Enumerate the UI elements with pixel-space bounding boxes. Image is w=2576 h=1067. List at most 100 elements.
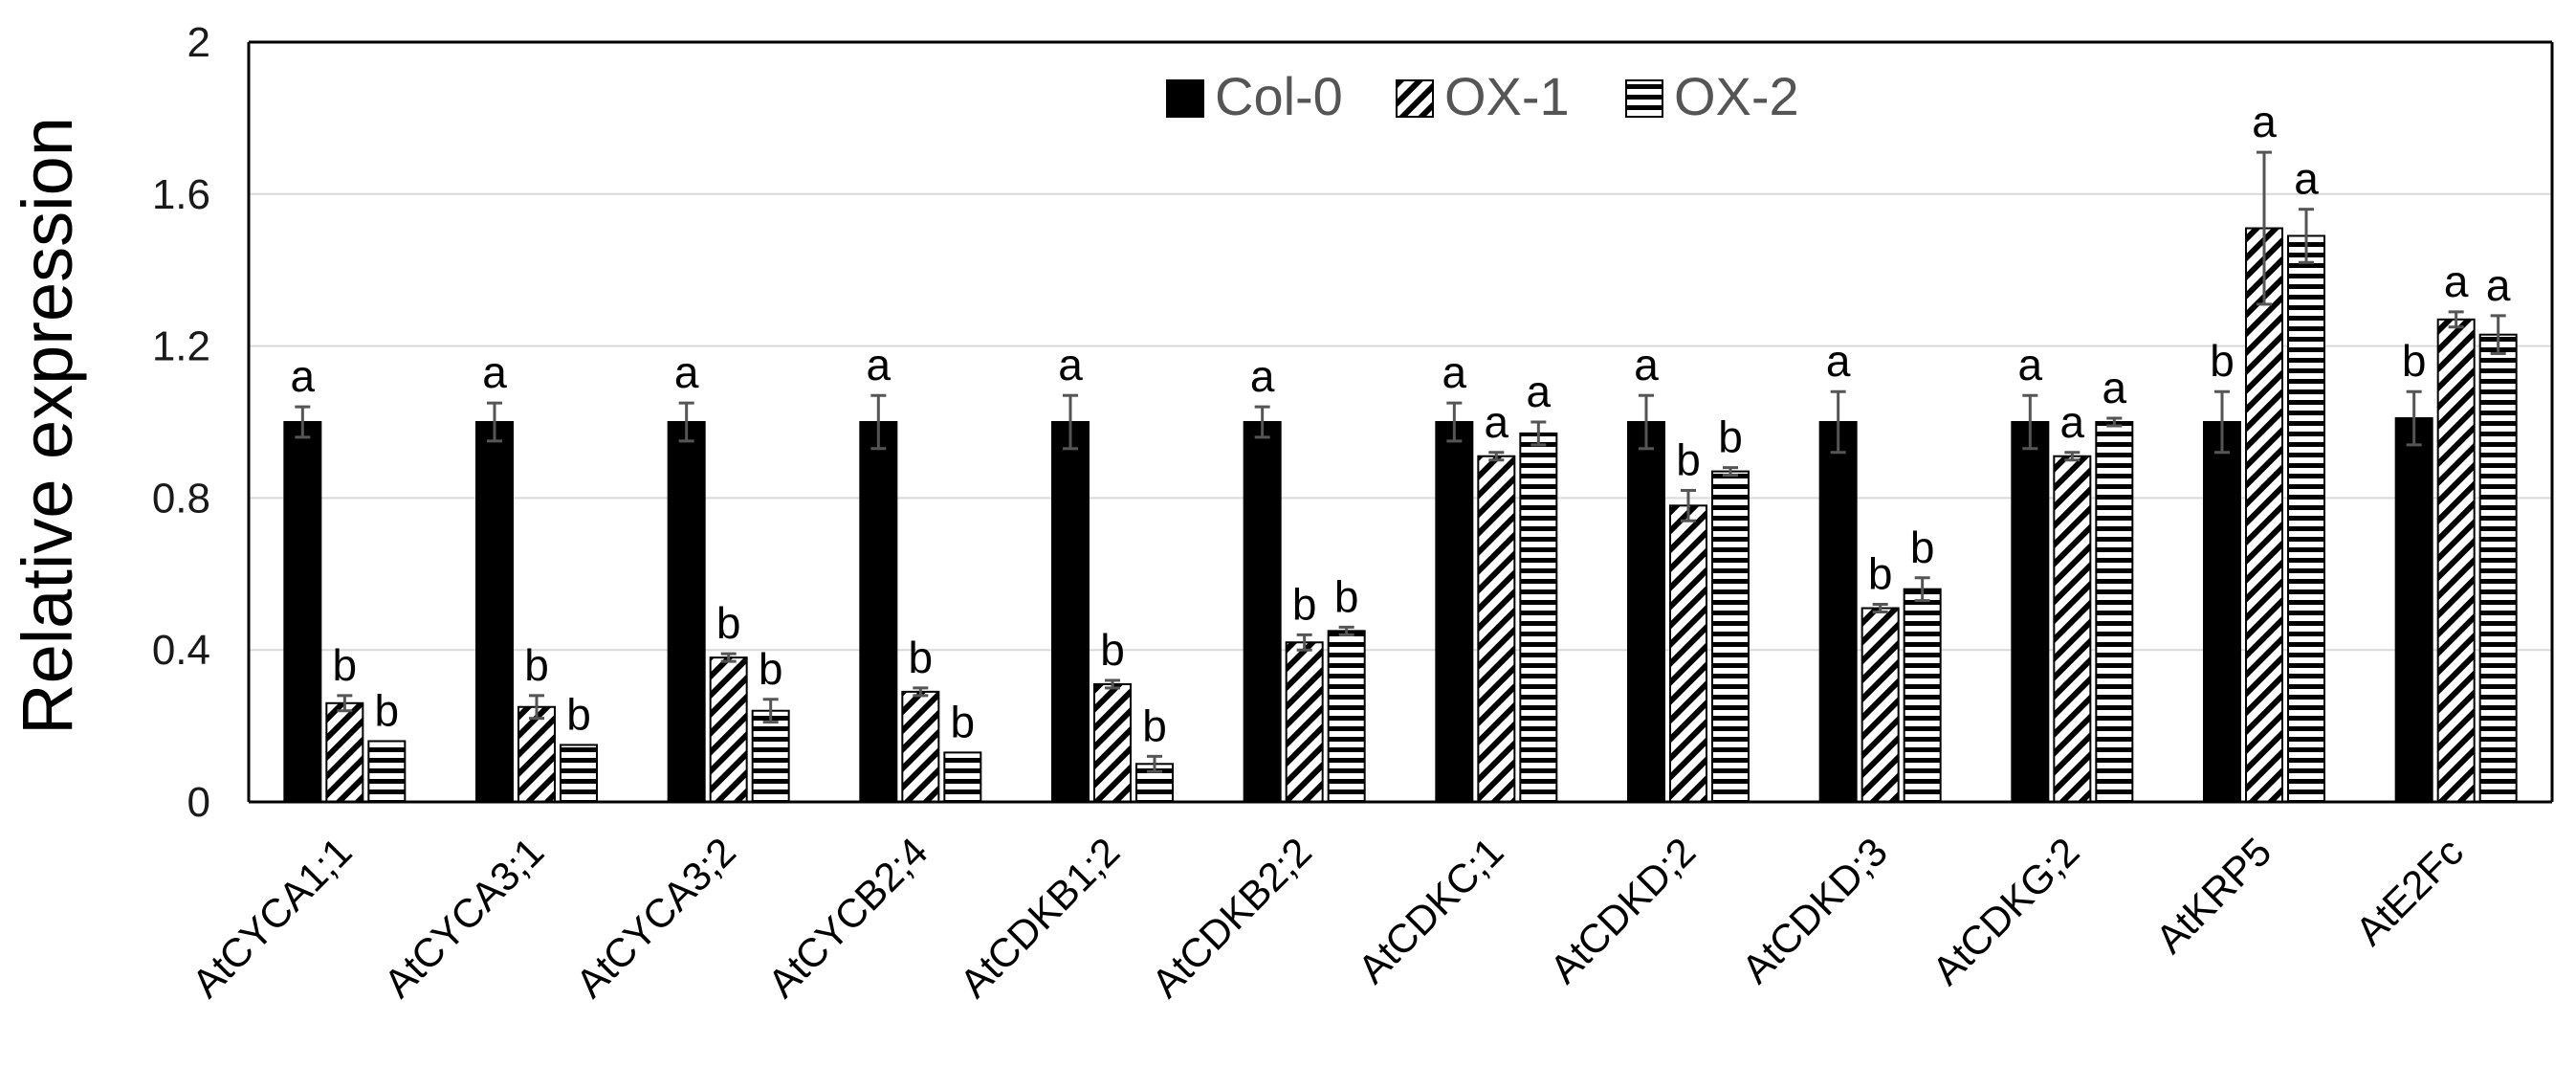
y-tick-label-5: 2: [187, 19, 210, 66]
y-tick-label-0: 0: [187, 779, 210, 826]
significance-label-OX-1-AtKRP5: a: [2252, 97, 2277, 146]
significance-label-Col-0-AtCDKD;3: a: [1826, 336, 1851, 386]
significance-label-Col-0-AtKRP5: b: [2210, 336, 2235, 386]
significance-label-Col-0-AtCYCA3;1: a: [482, 347, 507, 397]
legend-swatch-Col-0: [1166, 79, 1204, 118]
significance-label-Col-0-AtCDKG;2: a: [2018, 340, 2043, 389]
significance-label-Col-0-AtCYCB2;4: a: [867, 340, 892, 389]
significance-label-Col-0-AtCYCA1;1: a: [291, 351, 316, 401]
bar-OX-1-AtKRP5: [2245, 227, 2283, 803]
significance-label-OX-2-AtCDKC;1: a: [1527, 367, 1552, 416]
significance-label-OX-1-AtCDKG;2: a: [2060, 397, 2085, 447]
significance-label-OX-1-AtCYCA3;2: b: [716, 598, 741, 648]
y-tick-label-4: 1.6: [152, 171, 210, 218]
significance-label-OX-2-AtCYCB2;4: b: [951, 697, 976, 746]
bar-OX-2-AtCYCB2;4: [943, 751, 982, 804]
significance-label-Col-0-AtCDKD;2: a: [1634, 340, 1659, 389]
x-tick-label-6: AtCDKC;1: [1349, 829, 1511, 991]
bar-OX-2-AtCYCA3;2: [751, 709, 790, 803]
significance-label-Col-0-AtCDKB1;2: a: [1058, 340, 1083, 389]
bar-OX-1-AtCDKB1;2: [1093, 682, 1132, 803]
bar-OX-2-AtE2Fc: [2478, 333, 2518, 803]
x-tick-label-0: AtCYCA1;1: [184, 829, 361, 1006]
significance-label-OX-1-AtCYCA3;1: b: [524, 640, 549, 690]
x-tick-label-8: AtCDKD;3: [1733, 829, 1896, 991]
bar-Col-0-AtKRP5: [2203, 421, 2241, 803]
y-tick-label-3: 1.2: [152, 323, 210, 370]
bar-OX-2-AtCDKG;2: [2095, 421, 2134, 803]
bar-OX-2-AtCDKC;1: [1519, 432, 1558, 803]
bar-OX-1-AtCDKG;2: [2053, 455, 2092, 803]
significance-label-OX-2-AtCYCA1;1: b: [375, 685, 400, 735]
legend-swatch-OX-2: [1625, 79, 1663, 118]
significance-label-OX-1-AtE2Fc: a: [2444, 256, 2469, 306]
significance-label-OX-2-AtKRP5: a: [2294, 154, 2319, 204]
legend-swatch-OX-1: [1396, 79, 1434, 118]
bar-Col-0-AtCDKB1;2: [1051, 421, 1090, 803]
bar-OX-2-AtCYCA1;1: [367, 740, 407, 803]
y-tick-label-1: 0.4: [152, 627, 210, 674]
significance-label-OX-2-AtCDKD;3: b: [1910, 522, 1935, 572]
significance-label-OX-1-AtCDKB1;2: b: [1100, 625, 1125, 675]
x-tick-label-2: AtCYCA3;2: [567, 829, 744, 1006]
significance-label-OX-2-AtCYCA3;1: b: [566, 689, 591, 739]
significance-label-OX-1-AtCYCB2;4: b: [909, 633, 934, 682]
bar-Col-0-AtCYCB2;4: [859, 421, 898, 803]
significance-label-OX-1-AtCDKD;3: b: [1868, 549, 1893, 599]
significance-label-OX-2-AtCDKD;2: b: [1718, 412, 1743, 462]
bar-OX-1-AtCYCB2;4: [901, 690, 940, 803]
significance-label-OX-2-AtE2Fc: a: [2486, 260, 2511, 310]
x-tick-label-10: AtKRP5: [2147, 829, 2279, 962]
legend-label-OX-2: OX-2: [1674, 66, 1799, 126]
bar-Col-0-AtCDKD;3: [1818, 421, 1858, 803]
bar-Col-0-AtCDKC;1: [1435, 421, 1474, 803]
bar-OX-2-AtKRP5: [2287, 234, 2325, 804]
significance-label-Col-0-AtE2Fc: b: [2402, 336, 2427, 386]
bar-Col-0-AtCDKB2;2: [1243, 421, 1282, 803]
legend-label-OX-1: OX-1: [1444, 66, 1570, 126]
significance-label-OX-1-AtCYCA1;1: b: [333, 640, 358, 690]
x-tick-label-3: AtCYCB2;4: [760, 829, 936, 1006]
bar-Col-0-AtCDKG;2: [2011, 421, 2050, 803]
significance-label-OX-1-AtCDKB2;2: b: [1292, 579, 1317, 629]
bar-Col-0-AtCYCA3;2: [667, 421, 706, 803]
axes: [247, 40, 2554, 804]
bar-OX-2-AtCDKD;2: [1711, 470, 1750, 803]
significance-label-Col-0-AtCDKB2;2: a: [1250, 351, 1275, 401]
significance-label-OX-1-AtCDKC;1: a: [1485, 397, 1509, 447]
bar-Col-0-AtCDKD;2: [1627, 421, 1665, 803]
x-tick-label-1: AtCYCA3;1: [375, 829, 552, 1006]
bar-OX-1-AtCDKB2;2: [1285, 641, 1324, 804]
y-tick-label-2: 0.8: [152, 475, 210, 522]
bar-OX-1-AtCYCA1;1: [325, 701, 364, 804]
x-tick-label-7: AtCDKD;2: [1541, 829, 1704, 991]
x-tick-label-5: AtCDKB2;2: [1143, 829, 1320, 1006]
significance-label-Col-0-AtCYCA3;2: a: [674, 347, 699, 397]
bar-Col-0-AtCYCA1;1: [283, 421, 322, 803]
significance-label-Col-0-AtCDKC;1: a: [1442, 347, 1467, 397]
bar-Col-0-AtCYCA3;1: [475, 421, 514, 803]
significance-label-OX-2-AtCDKB1;2: b: [1142, 700, 1167, 750]
bar-OX-1-AtCYCA3;1: [517, 705, 556, 803]
significance-label-OX-2-AtCDKB2;2: b: [1334, 571, 1359, 621]
significance-label-OX-1-AtCDKD;2: b: [1676, 434, 1701, 484]
x-tick-label-9: AtCDKG;2: [1924, 829, 2088, 993]
legend-label-Col-0: Col-0: [1215, 66, 1343, 126]
bar-OX-1-AtCDKD;3: [1860, 607, 1900, 804]
bar-OX-2-AtCDKD;3: [1903, 588, 1942, 803]
x-tick-label-4: AtCDKB1;2: [951, 829, 1128, 1006]
bar-OX-1-AtCYCA3;2: [709, 656, 748, 804]
bar-OX-1-AtE2Fc: [2436, 318, 2476, 803]
legend: Col-0 OX-1 OX-2: [1166, 66, 1799, 126]
significance-label-OX-2-AtCYCA3;2: b: [759, 644, 783, 694]
bar-Col-0-AtE2Fc: [2394, 417, 2433, 803]
bar-OX-2-AtCDKB2;2: [1327, 630, 1366, 803]
bar-OX-1-AtCDKD;2: [1669, 504, 1707, 804]
bar-OX-2-AtCYCA3;1: [560, 744, 598, 804]
significance-label-OX-2-AtCDKG;2: a: [2103, 363, 2127, 412]
bar-OX-1-AtCDKC;1: [1477, 455, 1516, 803]
x-tick-label-11: AtE2Fc: [2346, 829, 2472, 954]
